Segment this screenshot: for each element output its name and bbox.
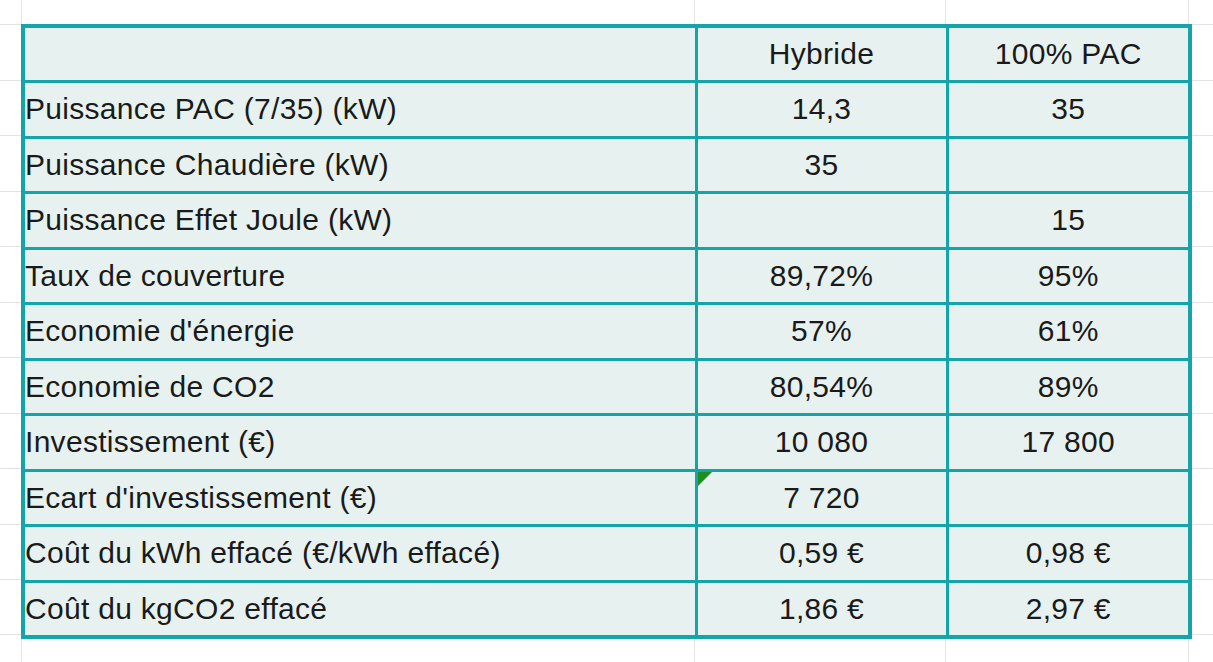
cell-100pac[interactable]: 61% [947, 304, 1190, 360]
cell-hybride[interactable]: 7 720 [696, 470, 947, 526]
cell-label[interactable]: Ecart d'investissement (€) [23, 470, 696, 526]
cell-label[interactable]: Taux de couverture [23, 248, 696, 304]
table-row: Coût du kWh effacé (€/kWh effacé) 0,59 €… [23, 526, 1190, 582]
cell-hybride[interactable]: 80,54% [696, 359, 947, 415]
cell-hybride[interactable]: 14,3 [696, 82, 947, 138]
cell-hybride[interactable]: 89,72% [696, 248, 947, 304]
table-row: Economie d'énergie 57% 61% [23, 304, 1190, 360]
cell-label[interactable]: Coût du kWh effacé (€/kWh effacé) [23, 526, 696, 582]
cell-hybride[interactable]: 10 080 [696, 415, 947, 471]
cell-label[interactable]: Investissement (€) [23, 415, 696, 471]
table-row: Puissance PAC (7/35) (kW) 14,3 35 [23, 82, 1190, 138]
cell-100pac[interactable]: 35 [947, 82, 1190, 138]
table-body: Puissance PAC (7/35) (kW) 14,3 35 Puissa… [23, 82, 1190, 637]
cell-hybride[interactable]: 35 [696, 137, 947, 193]
cell-100pac[interactable] [947, 137, 1190, 193]
cell-label[interactable]: Coût du kgCO2 effacé [23, 581, 696, 637]
table-row: Investissement (€) 10 080 17 800 [23, 415, 1190, 471]
cell-100pac[interactable]: 89% [947, 359, 1190, 415]
cell-hybride[interactable]: 57% [696, 304, 947, 360]
column-header-hybride[interactable]: Hybride [696, 26, 947, 82]
table-row: Ecart d'investissement (€) 7 720 [23, 470, 1190, 526]
spreadsheet-canvas: Hybride 100% PAC Puissance PAC (7/35) (k… [0, 0, 1213, 662]
cell-label[interactable]: Economie d'énergie [23, 304, 696, 360]
cell-label[interactable]: Puissance PAC (7/35) (kW) [23, 82, 696, 138]
cell-label[interactable]: Economie de CO2 [23, 359, 696, 415]
table-row: Coût du kgCO2 effacé 1,86 € 2,97 € [23, 581, 1190, 637]
header-row: Hybride 100% PAC [23, 26, 1190, 82]
comparison-table: Hybride 100% PAC Puissance PAC (7/35) (k… [21, 24, 1192, 639]
table-row: Puissance Effet Joule (kW) 15 [23, 193, 1190, 249]
cell-hybride[interactable]: 1,86 € [696, 581, 947, 637]
cell-100pac[interactable]: 15 [947, 193, 1190, 249]
cell-100pac[interactable]: 2,97 € [947, 581, 1190, 637]
cell-hybride[interactable] [696, 193, 947, 249]
cell-100pac[interactable]: 95% [947, 248, 1190, 304]
cell-100pac[interactable]: 17 800 [947, 415, 1190, 471]
cell-100pac[interactable]: 0,98 € [947, 526, 1190, 582]
table-row: Puissance Chaudière (kW) 35 [23, 137, 1190, 193]
error-flag-icon [698, 472, 712, 486]
cell-label[interactable]: Puissance Chaudière (kW) [23, 137, 696, 193]
cell-hybride[interactable]: 0,59 € [696, 526, 947, 582]
table-row: Taux de couverture 89,72% 95% [23, 248, 1190, 304]
cell-label[interactable]: Puissance Effet Joule (kW) [23, 193, 696, 249]
cell-value: 7 720 [783, 481, 860, 514]
cell-100pac[interactable] [947, 470, 1190, 526]
table-row: Economie de CO2 80,54% 89% [23, 359, 1190, 415]
column-header-100pac[interactable]: 100% PAC [947, 26, 1190, 82]
column-header-empty[interactable] [23, 26, 696, 82]
